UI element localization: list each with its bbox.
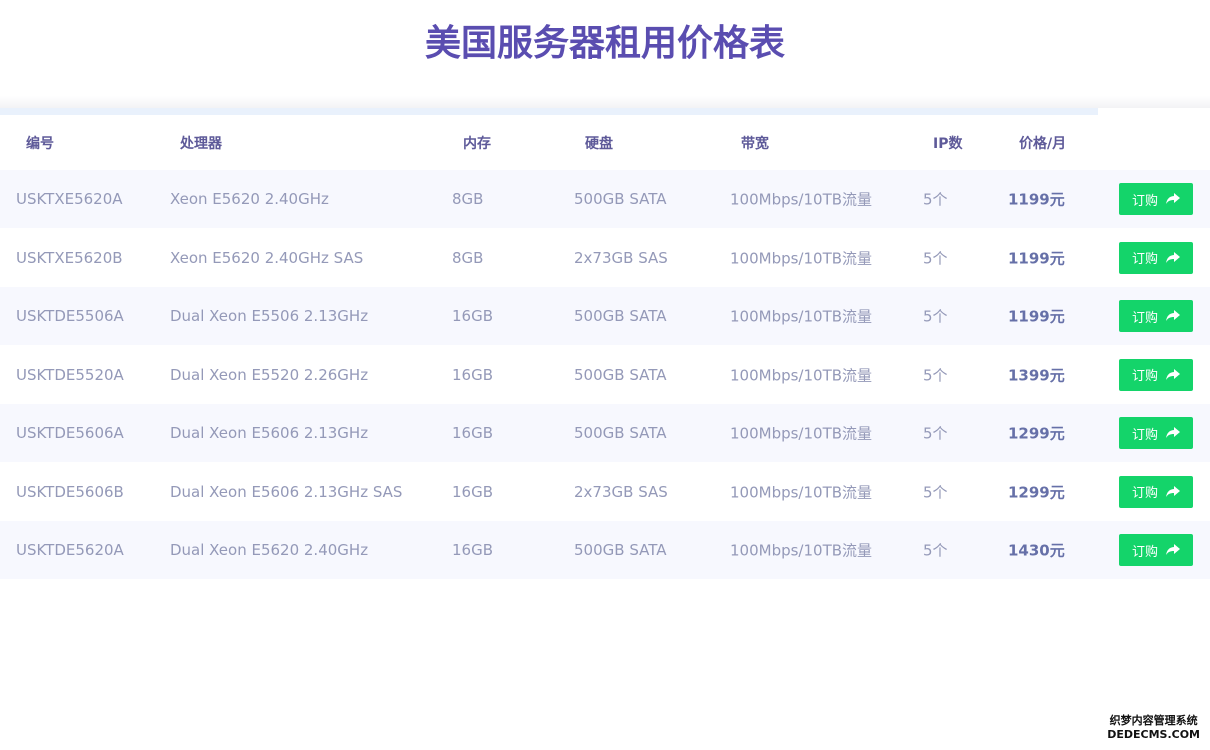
table-row: USKTDE5606B Dual Xeon E5606 2.13GHz SAS 16… [0,463,1210,521]
cell-bandwidth: 100Mbps/10TB流量 [730,483,873,501]
order-label: 订购 [1131,543,1158,559]
cell-disk: 500GB SATA [574,307,667,325]
header-memory: 内存 [463,135,491,152]
share-arrow-icon [1166,427,1180,438]
cell-price: 1199元 [1008,190,1065,209]
share-arrow-icon [1166,251,1180,263]
cell-memory: 16GB [452,424,494,442]
table-top-bar [0,108,1098,115]
order-button[interactable]: 订购 [1119,534,1193,566]
order-label: 订购 [1131,192,1158,208]
cell-ip-count: 5个 [923,307,948,326]
order-button[interactable]: 订购 [1119,417,1193,449]
order-button[interactable]: 订购 [1119,183,1193,215]
cell-cpu: Dual Xeon E5606 2.13GHz SAS [170,482,403,501]
cell-bandwidth: 100Mbps/10TB流量 [730,307,873,326]
cell-id: USKTDE5620A [16,541,124,559]
cell-ip-count: 5个 [923,190,948,209]
watermark-logo: 织梦内容管理系统 DEDECMS.COM [1107,714,1200,741]
cell-ip-count: 5个 [923,249,948,267]
cell-ip-count: 5个 [923,483,948,501]
order-label: 订购 [1131,251,1158,266]
cell-price: 1299元 [1008,483,1065,501]
share-arrow-icon [1166,485,1180,497]
cell-cpu: Dual Xeon E5506 2.13GHz [170,307,369,325]
table-row: USKTXE5620A Xeon E5620 2.40GHz 8GB 500GB SA… [0,170,1210,228]
cell-id: USKTDE5606A [16,424,124,442]
header-disk: 硬盘 [585,135,613,152]
cell-disk: 500GB SATA [574,190,667,208]
cell-memory: 8GB [452,248,484,267]
cell-disk: 500GB SATA [574,541,667,559]
cell-disk: 500GB SATA [574,424,667,442]
cell-cpu: Xeon E5620 2.40GHz [170,190,329,208]
order-button[interactable]: 订购 [1119,475,1193,508]
order-label: 订购 [1131,309,1158,325]
cell-memory: 16GB [452,365,494,384]
cell-memory: 16GB [452,307,494,325]
cell-cpu: Dual Xeon E5606 2.13GHz [170,424,369,442]
share-arrow-icon [1166,193,1180,204]
cell-bandwidth: 100Mbps/10TB流量 [730,541,873,560]
cell-price: 1199元 [1008,307,1065,326]
cell-id: USKTDE5506A [16,307,124,325]
share-arrow-icon [1166,310,1180,321]
header-ip-count: IP数 [933,135,963,152]
cell-cpu: Xeon E5620 2.40GHz SAS [170,248,364,267]
cell-id: USKTXE5620A [16,190,123,208]
order-button[interactable]: 订购 [1119,358,1193,391]
header-bandwidth: 带宽 [741,135,769,152]
cell-ip-count: 5个 [923,541,948,560]
cell-price: 1430元 [1008,541,1065,560]
cell-ip-count: 5个 [923,366,948,384]
cell-cpu: Dual Xeon E5520 2.26GHz [170,365,369,384]
table-row: USKTDE5606A Dual Xeon E5606 2.13GHz 16GB 50… [0,404,1210,462]
cell-id: USKTDE5606B [16,482,124,501]
cell-bandwidth: 100Mbps/10TB流量 [730,366,873,384]
order-button[interactable]: 订购 [1119,241,1193,274]
header-id: 编号 [26,135,54,152]
page-title: 美国服务器租用价格表 [424,23,785,64]
table-row: USKTDE5620A Dual Xeon E5620 2.40GHz 16GB 50… [0,521,1210,579]
header-price: 价格/月 [1019,135,1067,152]
cell-id: USKTXE5620B [16,248,123,267]
cell-cpu: Dual Xeon E5620 2.40GHz [170,541,369,559]
cell-disk: 2x73GB SAS [574,248,668,267]
cell-price: 1199元 [1008,249,1065,267]
table-header: 编号 处理器 内存 硬盘 带宽 IP数 价格/月 [0,115,1210,170]
cell-ip-count: 5个 [923,424,948,443]
cell-disk: 500GB SATA [574,365,667,384]
cell-disk: 2x73GB SAS [574,482,668,501]
share-arrow-icon [1166,368,1180,380]
cell-memory: 16GB [452,541,494,559]
cell-id: USKTDE5520A [16,365,124,384]
order-label: 订购 [1131,426,1158,442]
cell-bandwidth: 100Mbps/10TB流量 [730,249,873,267]
cell-memory: 8GB [452,190,484,208]
share-arrow-icon [1166,544,1180,555]
order-label: 订购 [1131,485,1158,500]
table-row: USKTDE5520A Dual Xeon E5520 2.26GHz 16GB 50… [0,346,1210,404]
cell-price: 1299元 [1008,424,1065,443]
header-cpu: 处理器 [180,135,222,152]
order-label: 订购 [1131,368,1158,383]
cell-bandwidth: 100Mbps/10TB流量 [730,424,873,443]
cell-memory: 16GB [452,482,494,501]
cell-price: 1399元 [1008,366,1065,384]
cell-bandwidth: 100Mbps/10TB流量 [730,190,873,209]
order-button[interactable]: 订购 [1119,300,1193,332]
divider [0,96,1210,108]
table-row: USKTXE5620B Xeon E5620 2.40GHz SAS 8GB 2x73… [0,229,1210,287]
table-row: USKTDE5506A Dual Xeon E5506 2.13GHz 16GB 50… [0,287,1210,345]
